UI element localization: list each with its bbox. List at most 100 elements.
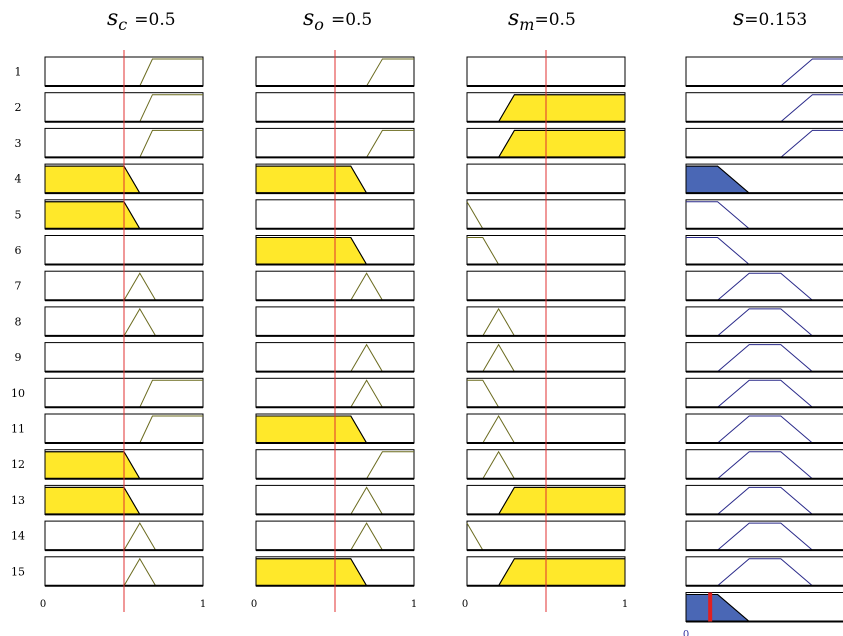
row-label: 8 — [15, 315, 22, 328]
column-header-sc: sc =0.5 — [107, 6, 176, 34]
membership-function-line — [717, 415, 813, 444]
membership-function-line — [350, 272, 383, 301]
membership-function-line — [717, 486, 813, 515]
header-value: 0.153 — [758, 10, 808, 30]
membership-function-line — [498, 558, 625, 587]
membership-function-line — [123, 307, 157, 337]
mf-filled-area — [255, 415, 368, 444]
membership-function-line — [780, 58, 843, 87]
mf-filled-area — [44, 201, 141, 230]
membership-function-line — [498, 94, 625, 122]
membership-function-line — [139, 415, 203, 444]
membership-function-line — [466, 522, 484, 551]
row-label: 2 — [15, 101, 22, 114]
membership-function-line — [717, 344, 813, 372]
membership-function-line — [467, 379, 500, 408]
header-var: s — [508, 6, 520, 31]
row-label: 3 — [15, 137, 22, 150]
rule-box — [685, 377, 843, 408]
mf-filled-area — [255, 237, 368, 265]
membership-function-line — [717, 522, 813, 551]
axis-tick-label: 1 — [200, 599, 206, 610]
row-label: 6 — [15, 244, 22, 257]
header-sub: o — [314, 15, 324, 34]
membership-function-line — [139, 94, 203, 122]
header-value: 0.5 — [148, 10, 176, 30]
membership-function-line — [366, 58, 414, 87]
membership-function-line — [482, 343, 515, 372]
membership-function-line — [686, 165, 750, 194]
membership-function-line — [256, 165, 368, 194]
membership-function-line — [717, 451, 813, 480]
membership-function-line — [366, 129, 414, 158]
axis-tick-label: 0 — [40, 599, 46, 610]
axis-tick-label: 0 — [462, 599, 468, 610]
membership-function-line — [350, 486, 383, 515]
column-header-s-output: s=0.153 — [733, 6, 807, 31]
rule-box — [685, 92, 843, 123]
membership-function-line — [717, 308, 813, 337]
mf-filled-area — [497, 486, 626, 515]
membership-function-line — [350, 522, 383, 551]
header-var: s — [733, 6, 745, 31]
axis-tick-label: 1 — [411, 599, 417, 610]
header-sub: m — [519, 15, 535, 34]
membership-function-line — [717, 558, 813, 587]
membership-function-line — [123, 522, 157, 551]
rule-box — [685, 342, 843, 373]
rule-box — [685, 127, 843, 158]
membership-function-line — [466, 201, 484, 230]
header-eq: = — [134, 10, 149, 30]
row-label: 12 — [11, 458, 25, 471]
membership-function-line — [686, 201, 750, 230]
row-label: 14 — [11, 530, 25, 543]
row-label: 10 — [11, 387, 25, 400]
membership-function-line — [123, 557, 157, 587]
header-eq: = — [744, 10, 759, 30]
membership-function-line — [139, 129, 203, 158]
rule-box — [685, 556, 843, 587]
header-var: s — [107, 6, 119, 31]
rule-box — [685, 484, 843, 515]
rule-box — [685, 56, 843, 87]
membership-function-line — [482, 450, 515, 479]
mf-filled-area — [497, 94, 626, 123]
membership-function-line — [498, 129, 625, 158]
membership-function-line — [467, 237, 500, 265]
rule-box — [685, 270, 843, 301]
mf-filled-area — [497, 558, 626, 587]
membership-function-line — [123, 272, 157, 301]
rule-box — [685, 449, 843, 480]
membership-function-line — [780, 129, 843, 158]
mf-filled-area — [255, 558, 368, 587]
row-label: 9 — [15, 351, 22, 364]
mf-filled-area — [497, 129, 626, 158]
membership-function-line — [139, 379, 203, 408]
rule-box — [685, 413, 843, 444]
mf-filled-area — [255, 165, 368, 194]
axis-tick-label: 0 — [251, 599, 257, 610]
membership-function-line — [256, 415, 368, 444]
row-label: 5 — [15, 208, 22, 221]
rule-box — [685, 199, 843, 230]
column-header-sm: sm=0.5 — [508, 6, 576, 34]
membership-function-line — [498, 486, 625, 515]
row-label: 11 — [11, 423, 25, 436]
row-label: 1 — [15, 66, 22, 79]
column-header-so: so =0.5 — [303, 6, 372, 34]
membership-function-line — [482, 415, 515, 444]
membership-function-line — [686, 594, 750, 622]
header-eq: = — [330, 10, 346, 30]
mf-filled-area — [44, 451, 141, 480]
membership-function-line — [350, 343, 383, 372]
axis-tick-label: 0 — [683, 630, 689, 636]
header-eq: = — [534, 10, 549, 30]
membership-function-line — [482, 307, 515, 337]
header-var: s — [303, 6, 315, 31]
row-label: 4 — [15, 173, 22, 186]
row-label: 13 — [11, 494, 25, 507]
row-label: 7 — [15, 280, 22, 293]
membership-function-line — [780, 94, 843, 123]
membership-function-line — [366, 451, 414, 479]
